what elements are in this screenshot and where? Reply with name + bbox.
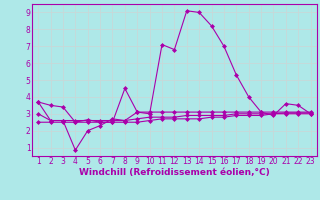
X-axis label: Windchill (Refroidissement éolien,°C): Windchill (Refroidissement éolien,°C): [79, 168, 270, 177]
